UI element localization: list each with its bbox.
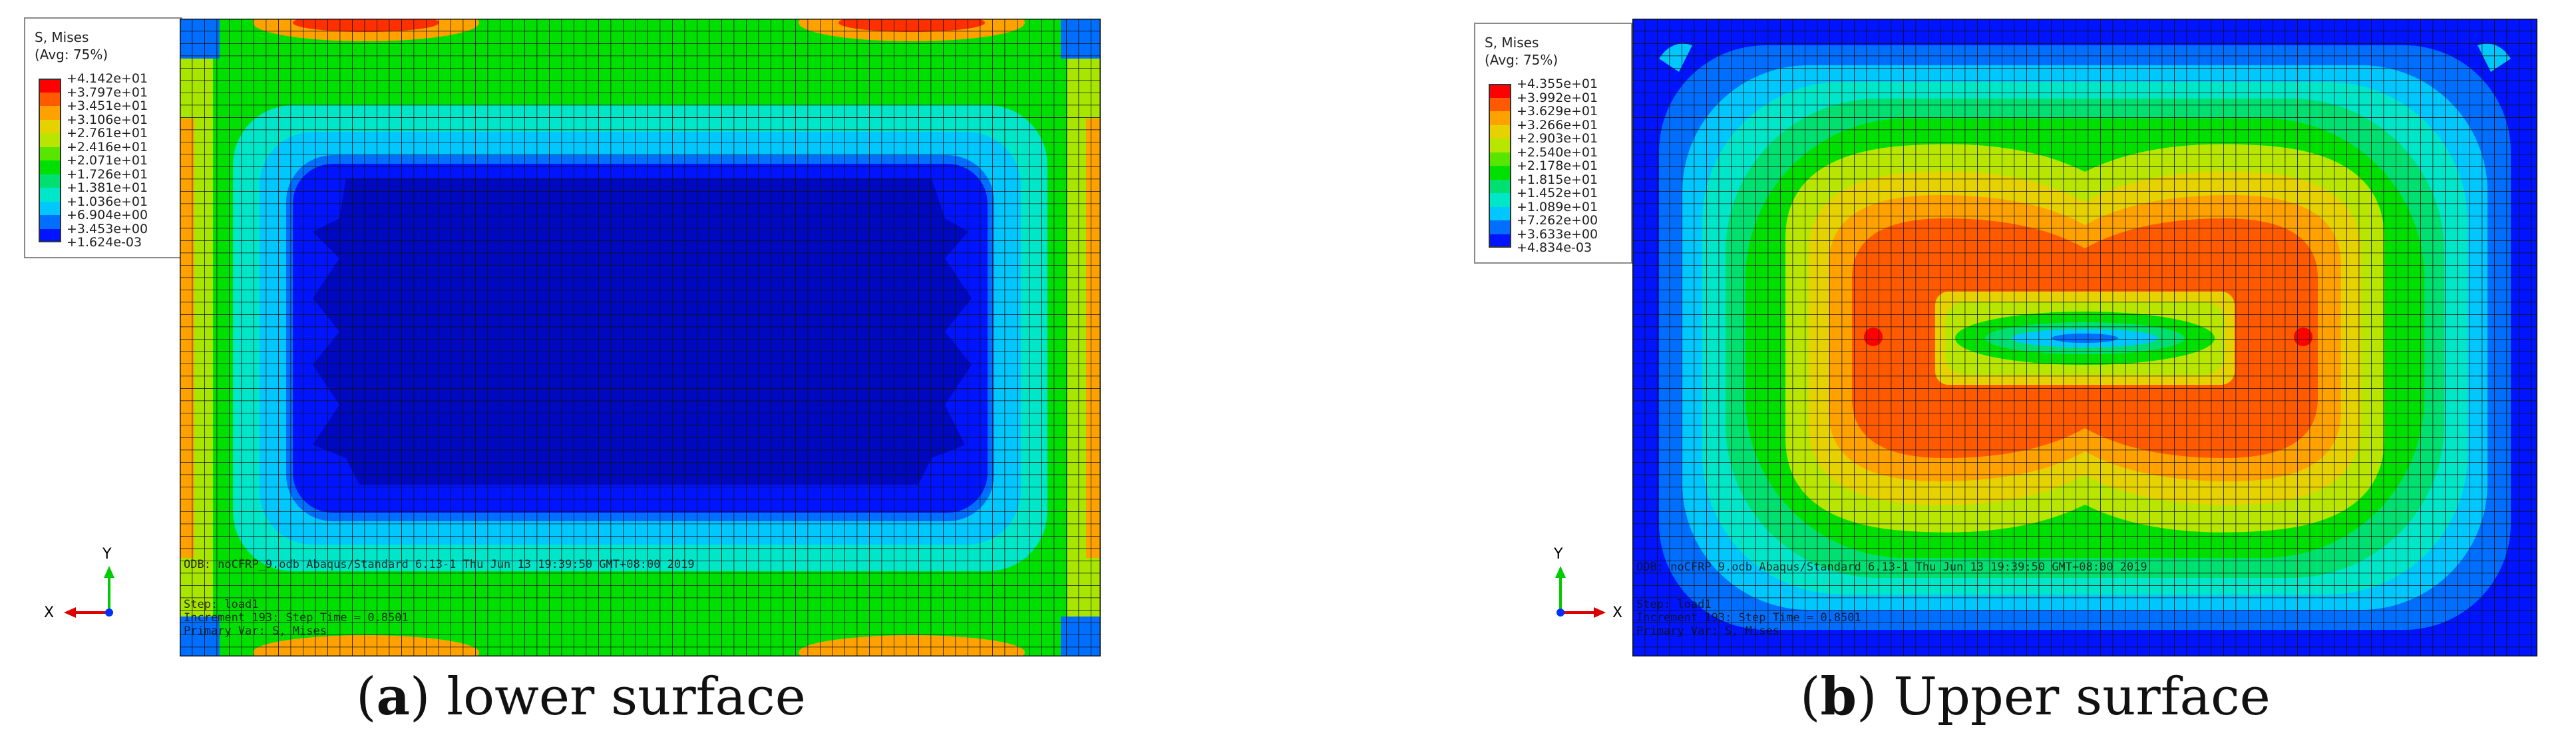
axis-triad: Y X bbox=[1541, 546, 1634, 626]
legend-title: S, Mises bbox=[1485, 35, 1539, 51]
legend-swatch bbox=[1489, 179, 1511, 193]
origin-dot bbox=[105, 609, 113, 617]
legend-swatch bbox=[1489, 234, 1511, 248]
y-arrowhead bbox=[104, 566, 114, 578]
legend-value: +3.451e+01 bbox=[67, 99, 148, 113]
legend-swatches bbox=[39, 79, 61, 242]
legend-value: +7.262e+00 bbox=[1517, 213, 1598, 228]
legend-value: +2.416e+01 bbox=[67, 139, 148, 154]
legend-value: +6.904e+00 bbox=[67, 208, 148, 222]
step-info-line: Step: load1 bbox=[184, 598, 259, 611]
legend-swatch bbox=[39, 160, 61, 174]
legend-swatch bbox=[1489, 152, 1511, 166]
caption-letter: a bbox=[376, 666, 410, 727]
odb-info-line: ODB: noCFRP_9.odb Abaqus/Standard 6.13-1… bbox=[1636, 561, 2147, 574]
legend-swatch bbox=[39, 92, 61, 106]
legend-swatch bbox=[39, 215, 61, 229]
legend-value: +4.142e+01 bbox=[67, 71, 148, 86]
legend-value: +3.266e+01 bbox=[1517, 117, 1598, 132]
legend-swatch bbox=[1489, 97, 1511, 111]
mesh-grid bbox=[180, 19, 1101, 656]
legend-swatch bbox=[39, 119, 61, 133]
legend-value: +1.726e+01 bbox=[67, 166, 148, 182]
legend-swatch bbox=[1489, 193, 1511, 207]
legend-swatches bbox=[1489, 84, 1511, 248]
legend-swatch bbox=[39, 228, 61, 242]
legend-swatch bbox=[39, 133, 61, 147]
caption-text: Upper surface bbox=[1877, 667, 2271, 727]
y-axis-label: Y bbox=[1554, 546, 1563, 563]
legend-title: S, Mises bbox=[35, 29, 89, 45]
legend-swatch bbox=[1489, 206, 1511, 220]
legend-value: +3.992e+01 bbox=[1517, 90, 1598, 105]
legend-value: +3.797e+01 bbox=[67, 85, 148, 100]
contour-plot-lower bbox=[180, 19, 1101, 656]
legend-value: +1.089e+01 bbox=[1517, 199, 1598, 214]
legend-value: +1.036e+01 bbox=[67, 194, 148, 209]
step-info-line: Step: load1 bbox=[1636, 598, 1712, 611]
axis-triad: Y X bbox=[40, 546, 133, 626]
legend-swatch bbox=[39, 106, 61, 120]
contour-plot-upper bbox=[1632, 19, 2537, 656]
legend-value: +3.106e+01 bbox=[67, 112, 148, 127]
legend-value: +2.761e+01 bbox=[67, 126, 148, 140]
stress-legend: S, Mises (Avg: 75%) +4.142e+01 +3.797e+01… bbox=[24, 17, 182, 258]
legend-swatch bbox=[1489, 166, 1511, 180]
primary-var-line: Primary Var: S, Mises bbox=[184, 625, 327, 638]
legend-value: +2.071e+01 bbox=[67, 153, 148, 168]
legend-value: +2.903e+01 bbox=[1517, 131, 1598, 146]
legend-swatch bbox=[39, 174, 61, 188]
legend-value: +3.453e+00 bbox=[67, 221, 148, 236]
legend-swatch bbox=[39, 79, 61, 93]
mesh-grid bbox=[1632, 19, 2537, 656]
legend-value: +1.815e+01 bbox=[1517, 172, 1598, 187]
legend-swatch bbox=[1489, 84, 1511, 98]
caption-a: (a) lower surface bbox=[356, 666, 806, 728]
legend-value: +2.178e+01 bbox=[1517, 158, 1598, 173]
primary-var-line: Primary Var: S, Mises bbox=[1636, 625, 1779, 638]
legend-swatch bbox=[1489, 111, 1511, 125]
caption-text: lower surface bbox=[430, 667, 806, 727]
legend-averaging: (Avg: 75%) bbox=[35, 47, 108, 63]
legend-swatch bbox=[39, 188, 61, 202]
y-axis-label: Y bbox=[102, 546, 112, 563]
contour-svg bbox=[180, 19, 1101, 656]
y-arrowhead bbox=[1555, 566, 1566, 578]
legend-value: +3.633e+00 bbox=[1517, 226, 1598, 242]
contour-svg bbox=[1632, 19, 2537, 656]
legend-swatch bbox=[1489, 125, 1511, 138]
legend-value: +4.355e+01 bbox=[1517, 77, 1598, 91]
legend-value: +1.381e+01 bbox=[67, 180, 148, 195]
caption-letter: b bbox=[1820, 666, 1857, 727]
legend-value: +1.624e-03 bbox=[67, 235, 142, 250]
legend-value: +2.540e+01 bbox=[1517, 144, 1598, 160]
x-arrowhead bbox=[64, 607, 76, 618]
legend-value: +4.834e-03 bbox=[1517, 240, 1592, 255]
odb-info-line: ODB: noCFRP_9.odb Abaqus/Standard 6.13-1… bbox=[184, 558, 695, 571]
legend-value: +3.629e+01 bbox=[1517, 104, 1598, 119]
x-axis-label: X bbox=[1612, 605, 1623, 621]
legend-swatch bbox=[1489, 138, 1511, 152]
legend-swatch bbox=[39, 201, 61, 215]
caption-b: (b) Upper surface bbox=[1800, 666, 2271, 728]
legend-swatch bbox=[39, 146, 61, 160]
stress-legend: S, Mises (Avg: 75%) +4.355e+01 +3.992e+01… bbox=[1474, 23, 1632, 264]
legend-swatch bbox=[1489, 220, 1511, 234]
origin-dot bbox=[1557, 609, 1564, 617]
x-axis-label: X bbox=[44, 605, 55, 621]
legend-averaging: (Avg: 75%) bbox=[1485, 52, 1559, 68]
panel-upper-surface: S, Mises (Avg: 75%) +4.355e+01 +3.992e+01… bbox=[1288, 0, 2576, 753]
x-arrowhead bbox=[1594, 607, 1606, 618]
increment-info-line: Increment 193: Step Time = 0.8501 bbox=[1636, 611, 1861, 625]
increment-info-line: Increment 193: Step Time = 0.8501 bbox=[184, 611, 409, 625]
legend-value: +1.452e+01 bbox=[1517, 186, 1598, 200]
panel-lower-surface: S, Mises (Avg: 75%) +4.142e+01 +3.797e+01… bbox=[24, 17, 1101, 728]
